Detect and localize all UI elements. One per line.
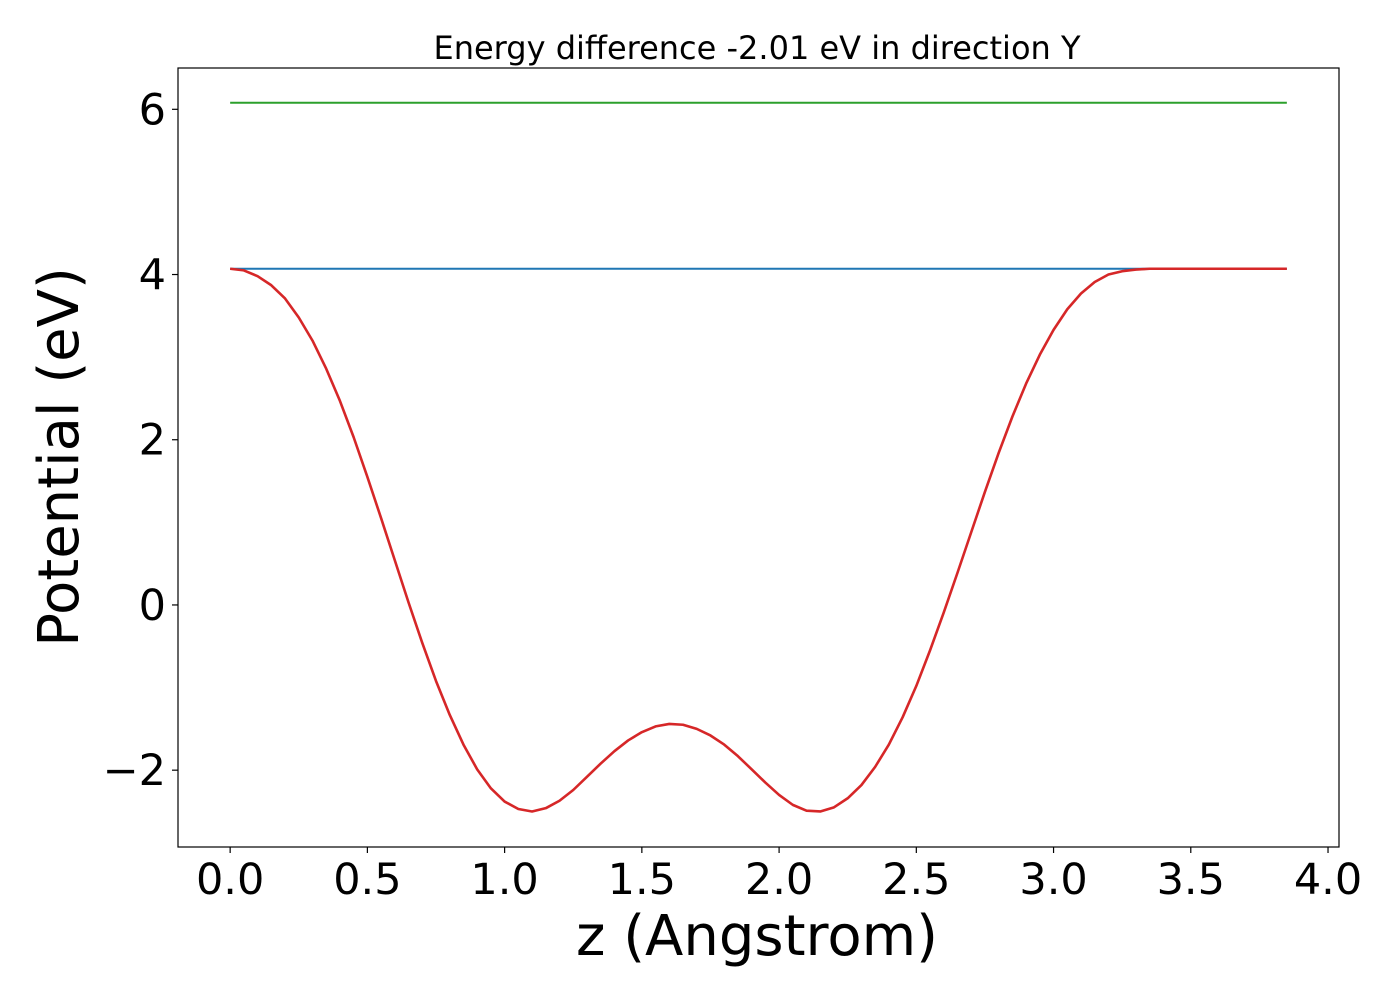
x-axis-title: z (Angstrom) <box>576 904 938 969</box>
x-tick-label: 3.0 <box>1019 855 1087 905</box>
y-tick-label: −2 <box>103 746 166 796</box>
x-tick-label: 2.0 <box>745 855 813 905</box>
series-layer <box>229 101 1287 813</box>
y-tick-label: 4 <box>139 251 166 301</box>
x-tick-label: 2.5 <box>882 855 950 905</box>
plot-frame <box>177 67 1340 848</box>
x-tick-label: 3.5 <box>1157 855 1225 905</box>
series-line-2 <box>229 267 1287 813</box>
x-tick-label: 4.0 <box>1294 855 1362 905</box>
plot-area: 0.0 0.5 1.0 1.5 2.0 2.5 3.0 3.5 4.0 −2 0 2 4 6 <box>103 67 1362 905</box>
y-tick-label: 6 <box>139 85 166 135</box>
y-tick-label: 0 <box>139 581 166 631</box>
chart-title: Energy difference -2.01 eV in direction … <box>433 29 1080 67</box>
x-tick-label: 1.5 <box>608 855 676 905</box>
x-tick-label: 0.5 <box>333 855 401 905</box>
x-tick-label: 0.0 <box>196 855 264 905</box>
y-tick-label: 2 <box>139 416 166 466</box>
y-axis-title: Potential (eV) <box>27 267 92 647</box>
x-tick-label: 1.0 <box>470 855 538 905</box>
x-axis-ticks: 0.0 0.5 1.0 1.5 2.0 2.5 3.0 3.5 4.0 <box>196 847 1362 905</box>
y-axis-ticks: −2 0 2 4 6 <box>103 85 178 796</box>
